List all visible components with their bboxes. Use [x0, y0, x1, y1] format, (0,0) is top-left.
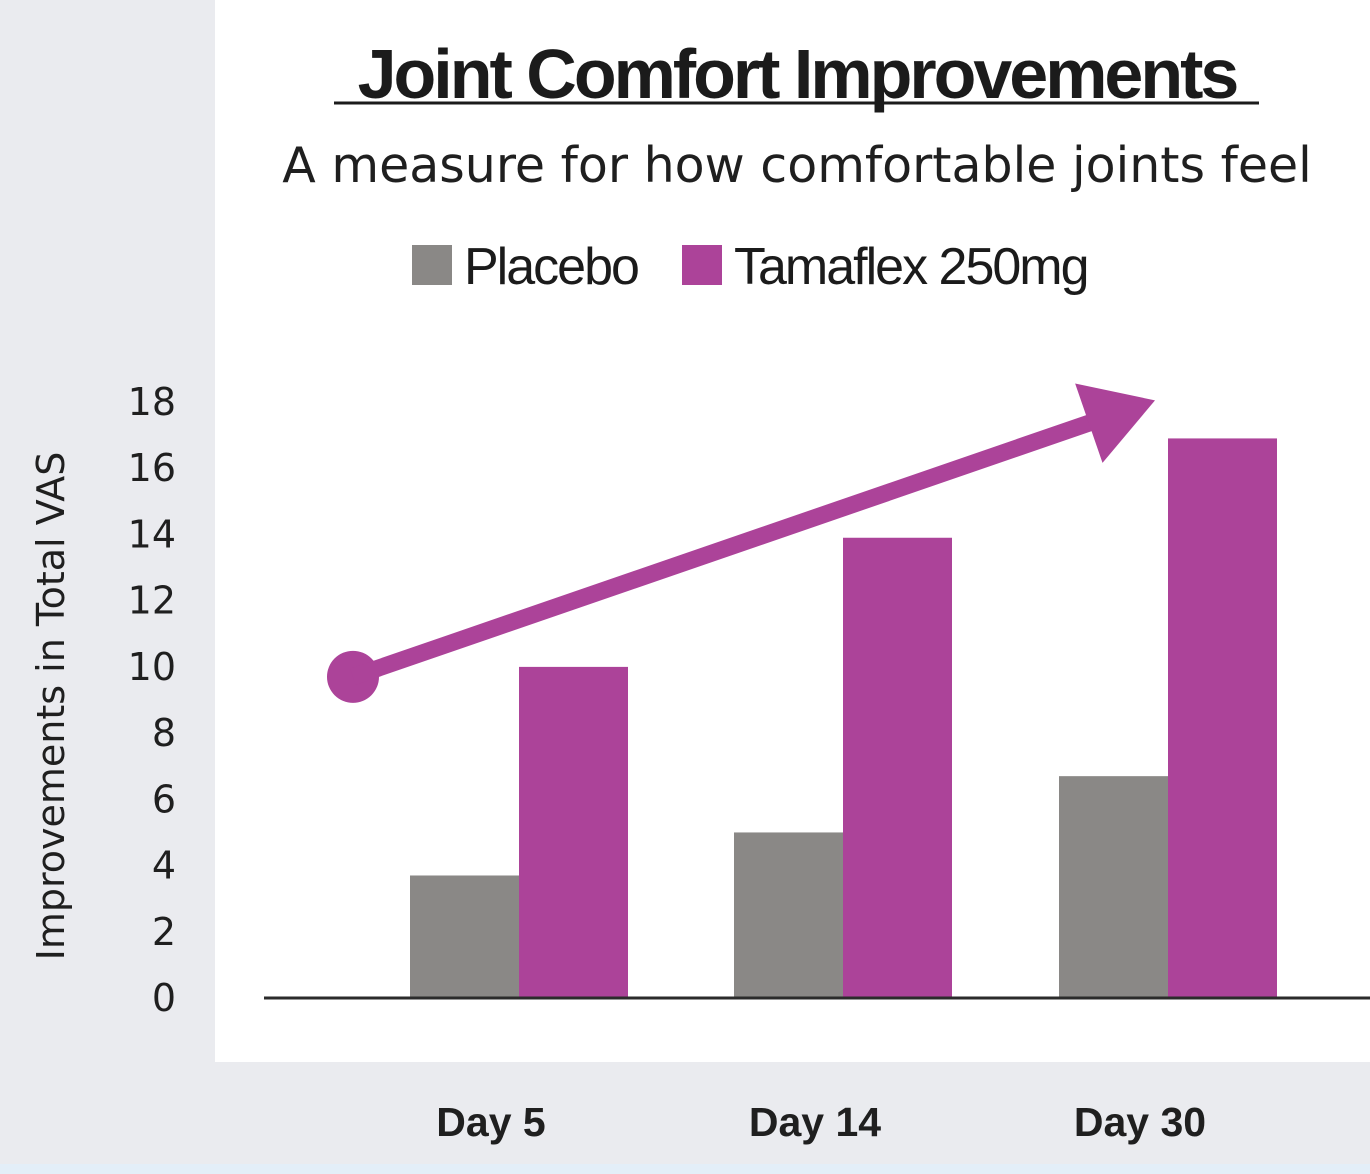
bar-placebo-day-5: [410, 875, 519, 998]
x-category-label: Day 14: [749, 1099, 881, 1145]
trend-arrow-shaft: [350, 413, 1096, 685]
y-tick-label: 16: [128, 446, 176, 490]
x-category-label: Day 5: [436, 1099, 545, 1145]
legend-swatch-tamaflex: [682, 245, 722, 285]
y-axis-ticks: 0 2 4 6 8 10 12 14 16 18: [128, 380, 176, 1020]
y-tick-label: 4: [152, 844, 176, 888]
y-tick-label: 14: [128, 512, 176, 556]
y-tick-label: 0: [152, 976, 176, 1020]
bar-placebo-day-14: [734, 832, 843, 998]
trend-arrow-head: [1075, 383, 1155, 463]
chart-title: Joint Comfort Improvements: [358, 35, 1238, 113]
bar-placebo-day-30: [1059, 776, 1168, 998]
trend-arrow: [327, 383, 1155, 703]
bottom-strip: [0, 1164, 1370, 1174]
legend-swatch-placebo: [412, 245, 452, 285]
bar-tamaflex-day-30: [1168, 438, 1277, 998]
y-tick-label: 2: [152, 910, 176, 954]
bar-tamaflex-day-5: [519, 666, 628, 998]
x-axis-categories: Day 5 Day 14 Day 30: [436, 1099, 1206, 1145]
legend-label-placebo: Placebo: [464, 238, 638, 296]
legend: Placebo Tamaflex 250mg: [412, 238, 1090, 296]
y-tick-label: 10: [128, 645, 176, 689]
y-tick-label: 12: [128, 579, 176, 623]
bar-tamaflex-day-14: [843, 537, 952, 998]
y-tick-label: 6: [152, 777, 176, 821]
x-category-label: Day 30: [1074, 1099, 1206, 1145]
y-tick-label: 8: [152, 711, 176, 755]
y-tick-label: 18: [128, 380, 176, 424]
bars: [410, 438, 1277, 998]
chart-subtitle: A measure for how comfortable joints fee…: [282, 137, 1311, 194]
y-axis-label: Improvements in Total VAS: [29, 452, 73, 961]
legend-label-tamaflex: Tamaflex 250mg: [734, 238, 1088, 296]
